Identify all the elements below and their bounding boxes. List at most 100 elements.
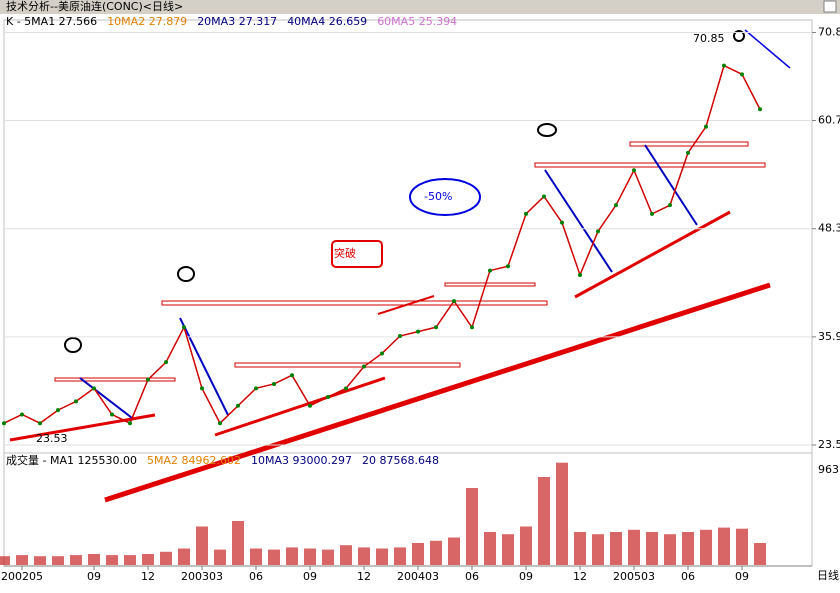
decline-line xyxy=(79,377,133,419)
volume-bar xyxy=(214,549,226,565)
resistance xyxy=(161,300,548,306)
decline-line xyxy=(644,144,698,226)
callout xyxy=(331,240,383,268)
price-point xyxy=(38,421,42,426)
volume-bar xyxy=(736,528,748,565)
x-tick-label: 12 xyxy=(573,570,587,583)
x-tick-label: 200205 xyxy=(1,570,43,583)
price-point xyxy=(20,412,24,417)
volume-bar xyxy=(376,548,388,565)
price-point xyxy=(596,229,600,234)
volume-bar xyxy=(466,488,478,565)
price-point xyxy=(524,211,528,216)
price-point xyxy=(92,386,96,391)
y-tick-label: 35.9 xyxy=(818,330,840,343)
price-point xyxy=(686,150,690,155)
volume-bar xyxy=(484,532,496,565)
volume-bar xyxy=(322,549,334,565)
price-point xyxy=(56,408,60,413)
price-point xyxy=(2,421,6,426)
x-tick-label: 200403 xyxy=(397,570,439,583)
period-label: 日线 xyxy=(817,568,839,582)
price-point xyxy=(398,333,402,338)
indicator-label: 60MA5 25.394 xyxy=(377,15,457,28)
price-point xyxy=(272,381,276,386)
volume-bar xyxy=(754,543,766,565)
volume-bar xyxy=(70,555,82,565)
volume-bar xyxy=(340,545,352,565)
volume-axis-label: 963 xyxy=(818,463,839,476)
x-tick-label: 12 xyxy=(141,570,155,583)
volume-bar xyxy=(124,555,136,565)
volume-bar xyxy=(412,543,424,565)
price-point xyxy=(722,63,726,68)
low-label: 23.53 xyxy=(36,432,68,445)
price-point xyxy=(434,325,438,330)
price-point xyxy=(506,264,510,269)
price-point xyxy=(614,203,618,208)
volume-bar xyxy=(160,551,172,565)
indicator-label: K - 5MA1 27.566 xyxy=(6,15,97,28)
volume-bar xyxy=(178,548,190,565)
volume-bar xyxy=(430,540,442,565)
price-point xyxy=(740,72,744,77)
marker xyxy=(733,30,745,42)
volume-bar xyxy=(0,556,10,565)
volume-bar xyxy=(646,532,658,565)
annotations xyxy=(9,29,791,503)
volume-bar xyxy=(700,529,712,565)
price-point xyxy=(488,268,492,273)
x-tick-label: 12 xyxy=(357,570,371,583)
volume-bar xyxy=(682,532,694,565)
trend-arrow xyxy=(214,376,386,437)
price-point xyxy=(236,403,240,408)
x-tick-label: 09 xyxy=(519,570,533,583)
x-tick-label: 09 xyxy=(735,570,749,583)
resistance xyxy=(629,141,749,147)
marker xyxy=(64,337,82,353)
volume-indicator-label: 20 87568.648 xyxy=(362,454,439,467)
y-tick-label: 70.8 xyxy=(818,25,840,38)
volume-bar xyxy=(664,534,676,565)
indicator-label: 40MA4 26.659 xyxy=(287,15,367,28)
volume-bar xyxy=(16,555,28,565)
price-point xyxy=(218,421,222,426)
x-tick-label: 200503 xyxy=(613,570,655,583)
drop-label: -50% xyxy=(424,190,452,203)
volume-bar xyxy=(502,534,514,565)
decline-line xyxy=(544,169,613,273)
volume-bar xyxy=(538,477,550,565)
marker xyxy=(537,123,557,137)
marker xyxy=(177,266,195,282)
volume-bar xyxy=(592,534,604,565)
price-point xyxy=(308,403,312,408)
volume-bar xyxy=(556,462,568,565)
price-point xyxy=(164,360,168,365)
volume-bar xyxy=(304,548,316,565)
trend-arrow xyxy=(574,210,731,299)
price-point xyxy=(704,124,708,129)
price-point xyxy=(146,377,150,382)
price-point xyxy=(380,351,384,356)
volume-bar xyxy=(196,526,208,565)
volume-indicator-label: 5MA2 84962.602 xyxy=(147,454,241,467)
volume-bar xyxy=(142,554,154,565)
price-point xyxy=(74,399,78,404)
indicator-label: 20MA3 27.317 xyxy=(197,15,277,28)
window-button[interactable] xyxy=(823,0,837,13)
price-point xyxy=(470,325,474,330)
price-point xyxy=(254,386,258,391)
price-point xyxy=(326,395,330,400)
volume-bar xyxy=(268,549,280,565)
y-tick-label: 23.5 xyxy=(818,438,840,451)
volume-bar xyxy=(88,554,100,565)
price-point xyxy=(200,386,204,391)
volume-bar xyxy=(448,537,460,565)
volume-bar xyxy=(394,547,406,565)
volume-bar xyxy=(520,526,532,565)
callout xyxy=(409,178,481,216)
indicator-label: 10MA2 27.879 xyxy=(107,15,187,28)
volume-bar xyxy=(574,532,586,565)
x-tick-label: 06 xyxy=(681,570,695,583)
